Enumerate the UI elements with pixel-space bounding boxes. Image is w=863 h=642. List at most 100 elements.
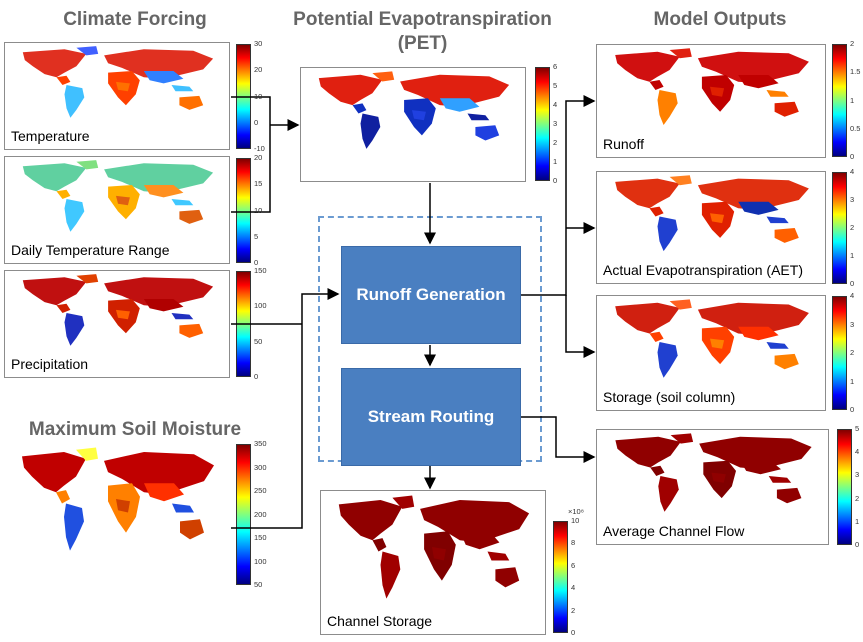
colorbar-tick-label: 2 <box>553 138 558 147</box>
colorbar-tick-label: 2 <box>850 39 855 48</box>
colorbar-tick-label: 8 <box>571 538 576 548</box>
colorbar-tick-label: 0 <box>850 405 855 414</box>
colorbar-tick-label: 1 <box>850 251 855 260</box>
panel-label: Precipitation <box>11 356 89 372</box>
world-map-image <box>615 175 809 252</box>
runoff-colorbar <box>832 44 847 157</box>
pet-colorbar <box>535 67 550 181</box>
colorbar-tick-label: 150 <box>254 533 267 542</box>
colorbar-tick-label: 5 <box>855 424 860 433</box>
colorbar-tick-label: 200 <box>254 509 267 519</box>
colorbar-tick-label: 50 <box>254 580 263 589</box>
colorbar-tick-label: 350 <box>254 439 267 448</box>
model-outputs-title: Model Outputs <box>653 9 787 30</box>
runoff-generation-box: Runoff Generation <box>341 246 521 344</box>
colorbar-tick-label: 4 <box>850 291 855 300</box>
pet-title: Potential Evapotranspiration (PET) <box>293 9 552 54</box>
panel-label: Average Channel Flow <box>603 523 745 539</box>
aet-map-panel: Actual Evapotranspiration (AET) <box>596 171 826 284</box>
storage-colorbar <box>832 296 847 410</box>
colorbar-tick-label: 3 <box>553 119 558 128</box>
colorbar-tick-label: 50 <box>254 336 263 346</box>
colorbar-tick-label: -10 <box>254 144 265 153</box>
world-map-image <box>22 447 214 551</box>
world-map-image <box>615 299 809 378</box>
colorbar-tick-label: 10 <box>254 91 263 101</box>
world-map-image <box>318 71 510 149</box>
colorbar-tick-label: 5 <box>553 81 558 90</box>
storage-map-panel: Storage (soil column) <box>596 295 826 411</box>
colorbar-tick-label: 300 <box>254 462 267 472</box>
colorbar-tick-label: 0 <box>254 117 259 127</box>
colorbar-tick-label: 0 <box>254 258 259 267</box>
colorbar-tick-label: 3 <box>850 319 855 329</box>
world-map-image <box>22 160 214 232</box>
dtr-map-panel: Daily Temperature Range <box>4 156 230 264</box>
colorbar-tick-label: 6 <box>553 62 558 71</box>
temperature-colorbar <box>236 44 251 149</box>
colorbar-tick-label: 2 <box>850 223 855 232</box>
panel-label: Storage (soil column) <box>603 389 736 405</box>
soil-colorbar <box>236 444 251 585</box>
colorbar-tick-label: 100 <box>254 556 267 566</box>
colorbar-tick-label: 4 <box>571 583 576 593</box>
colorbar-tick-label: 1 <box>553 157 558 166</box>
colorbar-tick-label: 20 <box>254 65 263 75</box>
world-map-image <box>615 48 809 125</box>
arrow-to-storage <box>565 295 596 358</box>
dtr-colorbar <box>236 158 251 263</box>
precip-colorbar <box>236 271 251 377</box>
colorbar-tick-label: 5 <box>254 231 259 241</box>
colorbar-tick-label: 20 <box>254 153 263 162</box>
colorbar-tick-label: 10 <box>571 516 580 525</box>
colorbar-tick-label: 10 <box>254 205 263 215</box>
temperature-map-panel: Temperature <box>4 42 230 150</box>
channel-storage-exponent: ×10⁸ <box>568 507 584 516</box>
world-map-image <box>22 46 214 118</box>
panel-label: Runoff <box>603 136 644 152</box>
colorbar-tick-label: 2 <box>850 348 855 357</box>
colorbar-tick-label: 2 <box>571 605 576 615</box>
colorbar-tick-label: 1.5 <box>850 67 861 77</box>
colorbar-tick-label: 6 <box>571 560 576 570</box>
colorbar-tick-label: 2 <box>855 493 860 503</box>
colorbar-tick-label: 4 <box>850 167 855 176</box>
colorbar-tick-label: 3 <box>850 195 855 204</box>
colorbar-tick-label: 100 <box>254 301 267 311</box>
colorbar-tick-label: 0 <box>855 540 860 549</box>
avg-channel-flow-map-panel: Average Channel Flow <box>596 429 829 545</box>
colorbar-tick-label: 1 <box>855 516 860 526</box>
colorbar-tick-label: 15 <box>254 179 263 189</box>
colorbar-tick-label: 0.5 <box>850 123 861 133</box>
stream-routing-box: Stream Routing <box>341 368 521 466</box>
climate-forcing-title: Climate Forcing <box>63 9 207 30</box>
avg-channel-flow-colorbar <box>837 429 852 545</box>
colorbar-tick-label: 4 <box>553 100 558 109</box>
world-map-image <box>615 433 812 512</box>
runoff-map-panel: Runoff <box>596 44 826 158</box>
colorbar-tick-label: 4 <box>855 447 860 457</box>
pet-map-panel <box>300 67 526 182</box>
panel-label: Channel Storage <box>327 613 433 629</box>
colorbar-tick-label: 0 <box>571 628 576 637</box>
precip-map-panel: Precipitation <box>4 270 230 378</box>
colorbar-tick-label: 0 <box>850 152 855 161</box>
colorbar-tick-label: 1 <box>850 95 855 105</box>
panel-label: Daily Temperature Range <box>11 242 170 258</box>
colorbar-tick-label: 0 <box>850 279 855 288</box>
channel-storage-colorbar <box>553 521 568 633</box>
aet-colorbar <box>832 172 847 284</box>
colorbar-tick-label: 150 <box>254 266 267 275</box>
colorbar-tick-label: 1 <box>850 376 855 386</box>
colorbar-tick-label: 30 <box>254 39 263 48</box>
world-map-image <box>338 495 530 599</box>
world-map-image <box>22 274 214 346</box>
colorbar-tick-label: 0 <box>553 176 558 185</box>
channel-storage-map-panel: Channel Storage <box>320 490 546 635</box>
soil-moisture-map-panel <box>4 443 230 586</box>
panel-label: Temperature <box>11 128 90 144</box>
panel-label: Actual Evapotranspiration (AET) <box>603 262 803 278</box>
colorbar-tick-label: 250 <box>254 486 267 495</box>
colorbar-tick-label: 3 <box>855 470 860 480</box>
colorbar-tick-label: 0 <box>254 372 259 381</box>
